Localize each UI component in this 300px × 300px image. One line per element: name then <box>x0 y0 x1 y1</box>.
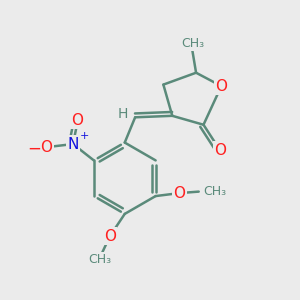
Text: O: O <box>214 142 226 158</box>
Text: CH₃: CH₃ <box>203 185 226 198</box>
Text: −: − <box>28 140 41 158</box>
Text: N: N <box>68 136 79 152</box>
Text: O: O <box>173 186 185 201</box>
Text: +: + <box>80 131 89 141</box>
Text: O: O <box>104 229 116 244</box>
Text: O: O <box>71 113 83 128</box>
Text: H: H <box>118 107 128 121</box>
Text: O: O <box>40 140 52 154</box>
Text: CH₃: CH₃ <box>88 254 111 266</box>
Text: CH₃: CH₃ <box>182 37 205 50</box>
Text: O: O <box>215 79 227 94</box>
